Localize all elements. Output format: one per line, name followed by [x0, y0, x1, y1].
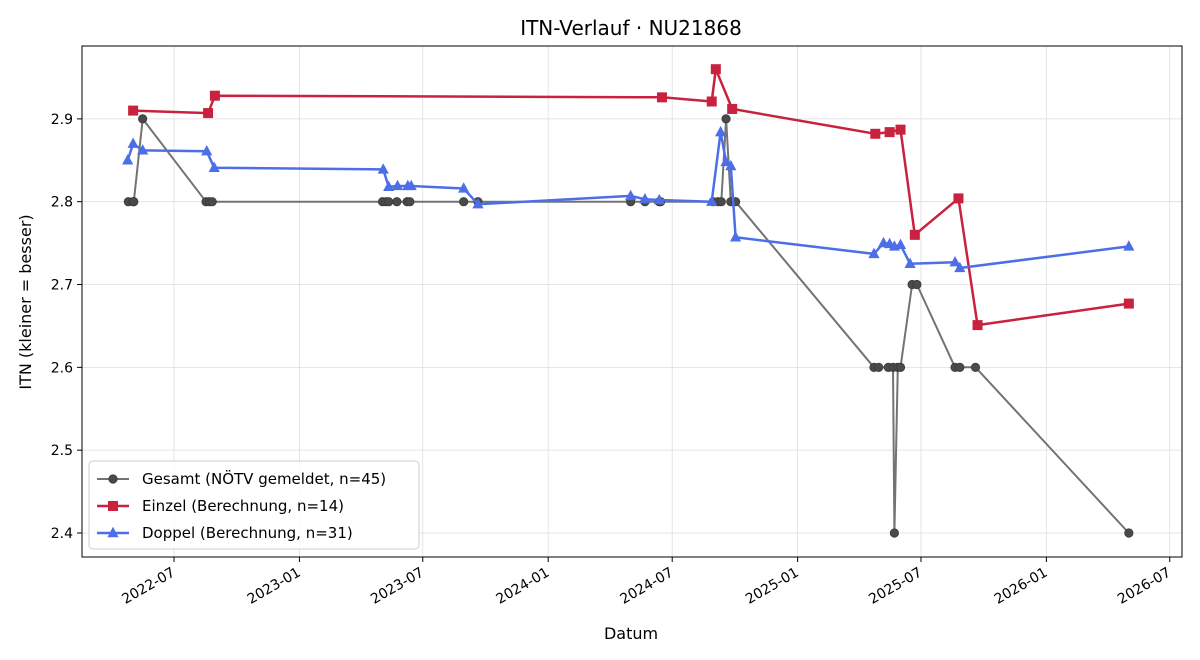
data-point — [954, 261, 966, 273]
data-point — [459, 197, 469, 207]
data-point — [405, 197, 415, 207]
data-point — [201, 144, 213, 156]
y-tick-label: 2.4 — [51, 526, 73, 542]
legend-box — [88, 460, 420, 550]
data-point — [137, 144, 149, 155]
data-point — [203, 108, 214, 119]
legend-label: Einzel (Berechnung, n=14) — [142, 497, 344, 515]
data-point — [710, 64, 721, 75]
legend-marker — [108, 501, 118, 511]
y-tick-label: 2.5 — [51, 443, 73, 459]
legend-marker — [107, 526, 119, 538]
data-point — [122, 154, 134, 165]
data-point — [1124, 528, 1134, 538]
data-point — [970, 362, 981, 372]
data-point — [209, 90, 220, 101]
data-point — [653, 193, 665, 205]
data-point — [391, 179, 404, 191]
data-point — [208, 161, 220, 172]
data-point — [889, 528, 899, 538]
data-point — [729, 231, 742, 242]
data-point — [656, 92, 667, 103]
data-point — [725, 159, 737, 171]
data-point — [714, 125, 727, 137]
y-axis-label: ITN (kleiner = besser) — [16, 214, 35, 389]
data-point — [625, 189, 637, 201]
x-axis-label: Datum — [604, 624, 658, 643]
data-point — [955, 362, 965, 372]
legend-label: Gesamt (NÖTV gemeldet, n=45) — [142, 469, 386, 488]
data-point — [720, 155, 732, 167]
data-point — [207, 197, 217, 207]
legend-marker — [108, 474, 118, 484]
data-point — [874, 362, 884, 372]
legend-label: Doppel (Berechnung, n=31) — [142, 524, 353, 542]
data-point — [884, 127, 895, 138]
data-point — [128, 105, 139, 116]
data-point — [138, 114, 148, 124]
y-tick-label: 2.9 — [51, 112, 73, 128]
data-point — [392, 197, 402, 207]
data-point — [706, 195, 718, 206]
plot-frame — [81, 45, 1183, 558]
data-point — [377, 163, 389, 174]
data-point — [716, 197, 726, 207]
data-point — [472, 197, 484, 209]
data-point — [383, 180, 395, 191]
data-point — [129, 197, 139, 207]
series-square — [128, 64, 1134, 331]
data-point — [972, 320, 983, 331]
data-point — [1123, 298, 1134, 309]
data-point — [904, 257, 916, 269]
data-point — [721, 114, 731, 124]
data-point — [895, 124, 906, 135]
y-tick-label: 2.7 — [51, 278, 73, 294]
chart-title: ITN-Verlauf · NU21868 — [520, 16, 742, 40]
series-triangle — [122, 125, 1135, 273]
data-point — [949, 255, 961, 267]
series-layer — [122, 64, 1135, 538]
y-tick-label: 2.8 — [51, 195, 73, 211]
data-point — [870, 128, 881, 139]
data-point — [895, 362, 906, 372]
legend: Gesamt (NÖTV gemeldet, n=45) Einzel (Bere… — [88, 460, 420, 550]
y-tick-label: 2.6 — [51, 360, 73, 376]
data-point — [639, 193, 651, 204]
data-point — [405, 179, 417, 191]
data-point — [912, 279, 922, 290]
data-point — [868, 247, 880, 259]
data-point — [458, 182, 470, 193]
data-point — [894, 238, 907, 249]
data-point — [953, 193, 964, 204]
data-point — [127, 137, 139, 148]
data-point — [909, 229, 920, 240]
data-point — [1123, 240, 1135, 251]
series-line — [133, 67, 1129, 327]
data-point — [727, 103, 738, 114]
data-point — [384, 197, 394, 207]
data-point — [706, 96, 717, 107]
